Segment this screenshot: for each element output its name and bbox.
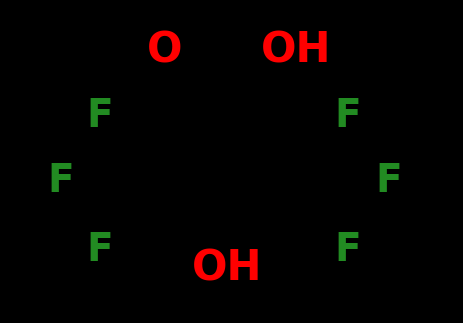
Text: O: O xyxy=(147,29,182,71)
Text: F: F xyxy=(334,231,361,269)
Text: F: F xyxy=(86,231,113,269)
Text: F: F xyxy=(375,162,402,200)
Text: F: F xyxy=(334,97,361,135)
Text: F: F xyxy=(86,97,113,135)
Text: F: F xyxy=(47,162,74,200)
Text: OH: OH xyxy=(261,29,332,71)
Text: OH: OH xyxy=(192,247,262,289)
